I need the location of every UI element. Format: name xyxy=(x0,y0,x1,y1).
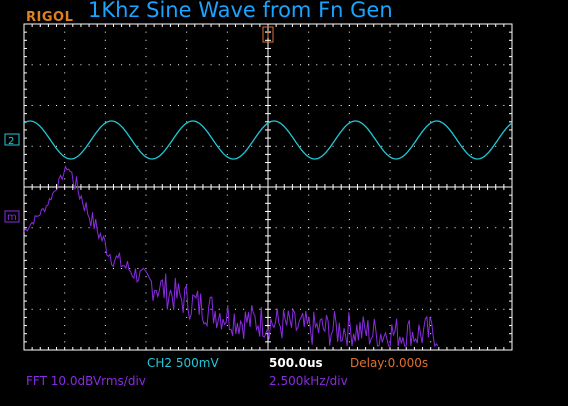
page-title: 1Khz Sine Wave from Fn Gen xyxy=(88,0,393,22)
top-bar: RIGOL 1Khz Sine Wave from Fn Gen xyxy=(0,0,568,25)
brand-logo: RIGOL xyxy=(26,10,74,25)
delay-readout: Delay:0.000s xyxy=(350,356,429,370)
timebase-readout: 500.0us xyxy=(269,356,323,370)
ch2-scale-readout: CH2 500mV xyxy=(147,356,219,370)
ch2-sine-trace xyxy=(23,120,513,160)
ch2-channel-marker[interactable]: 2 xyxy=(4,133,20,147)
graticule xyxy=(23,23,513,351)
fft-span-readout: 2.500kHz/div xyxy=(269,374,348,388)
fft-scale-readout: FFT 10.0dBVrms/div xyxy=(26,374,146,388)
ch2-marker-label: 2 xyxy=(8,136,14,147)
trigger-marker-label: T xyxy=(264,30,272,41)
fft-trace xyxy=(23,164,439,348)
trigger-position-marker[interactable]: T xyxy=(262,26,274,43)
math-channel-marker[interactable]: m xyxy=(4,210,20,223)
math-marker-label: m xyxy=(7,212,17,223)
